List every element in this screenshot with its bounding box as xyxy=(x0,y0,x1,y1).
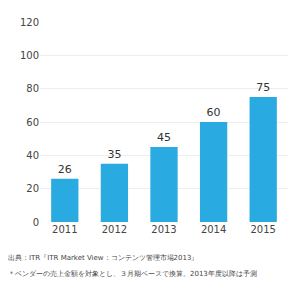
svg-text:35: 35 xyxy=(107,148,121,161)
svg-text:45: 45 xyxy=(157,131,171,144)
svg-text:2013: 2013 xyxy=(151,224,176,235)
svg-text:80: 80 xyxy=(26,83,39,94)
svg-text:2015: 2015 xyxy=(250,224,275,235)
svg-text:60: 60 xyxy=(26,117,39,128)
svg-text:0: 0 xyxy=(33,217,39,228)
svg-text:100: 100 xyxy=(20,50,39,61)
svg-text:60: 60 xyxy=(207,106,221,119)
svg-text:2012: 2012 xyxy=(102,224,127,235)
svg-text:120: 120 xyxy=(20,17,39,28)
svg-text:26: 26 xyxy=(58,163,72,176)
svg-text:20: 20 xyxy=(26,183,39,194)
svg-text:2011: 2011 xyxy=(52,224,77,235)
svg-text:40: 40 xyxy=(26,150,39,161)
svg-text:出典：ITR『ITR Market View：コンテンツ管理: 出典：ITR『ITR Market View：コンテンツ管理市場2013』 xyxy=(8,254,198,262)
svg-text:75: 75 xyxy=(256,81,270,94)
svg-text:2014: 2014 xyxy=(201,224,226,235)
svg-text:＊ベンダーの売上金額を対象とし、３月期ベースで換算。2013: ＊ベンダーの売上金額を対象とし、３月期ベースで換算。2013年度以降は予測 xyxy=(8,270,257,278)
